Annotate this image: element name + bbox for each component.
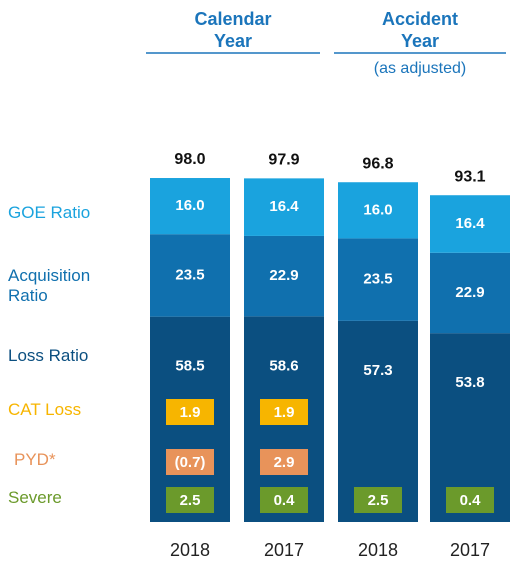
value-label: 58.6 (269, 357, 298, 374)
legend-label: Severe (8, 488, 62, 507)
value-label: 58.5 (175, 358, 204, 375)
component-badge (166, 487, 214, 513)
value-label: 53.8 (455, 374, 484, 391)
component-label: 0.4 (460, 492, 482, 509)
x-tick-label: 2018 (358, 540, 398, 560)
value-label: 16.0 (175, 197, 204, 214)
component-label: 2.5 (368, 492, 389, 509)
x-tick-label: 2017 (264, 540, 304, 560)
bar-segment (150, 234, 230, 317)
component-badge (354, 487, 402, 513)
value-label: 57.3 (363, 362, 392, 379)
value-label: 16.4 (269, 198, 299, 215)
x-tick-label: 2017 (450, 540, 490, 560)
legend-label: Acquisition Ratio (8, 266, 91, 305)
component-badge (166, 399, 214, 425)
component-badge (260, 449, 308, 475)
component-badge (260, 487, 308, 513)
group-header: Calendar Year (194, 9, 272, 51)
component-label: 1.9 (274, 404, 295, 421)
component-label: 2.9 (274, 454, 295, 471)
x-tick-label: 2018 (170, 540, 210, 560)
total-label: 97.9 (268, 152, 299, 169)
bar-segment (338, 238, 418, 321)
component-badge (166, 449, 214, 475)
value-label: 22.9 (269, 267, 298, 284)
total-label: 93.1 (454, 168, 485, 185)
group-header: Accident Year (381, 9, 459, 51)
value-label: 16.0 (363, 201, 392, 218)
legend-label: PYD* (14, 450, 56, 469)
legend-label: Loss Ratio (8, 346, 89, 365)
component-label: 2.5 (180, 492, 201, 509)
value-label: 22.9 (455, 284, 484, 301)
bar-segment (244, 178, 324, 236)
total-label: 96.8 (362, 155, 393, 172)
bar-segment (430, 252, 510, 334)
total-label: 98.0 (174, 151, 205, 168)
bar-segment (338, 182, 418, 239)
component-label: 1.9 (180, 404, 201, 421)
legend-label: GOE Ratio (8, 203, 91, 222)
value-label: 23.5 (363, 271, 392, 288)
value-label: 16.4 (455, 215, 485, 232)
bar-segment (430, 195, 510, 253)
bar-segment (244, 235, 324, 317)
component-label: 0.4 (274, 492, 296, 509)
component-badge (260, 399, 308, 425)
component-badge (446, 487, 494, 513)
component-label: (0.7) (175, 454, 206, 471)
legend-label: CAT Loss (8, 400, 82, 419)
group-note: (as adjusted) (373, 60, 467, 77)
bar-segment (150, 178, 230, 235)
value-label: 23.5 (175, 266, 204, 283)
